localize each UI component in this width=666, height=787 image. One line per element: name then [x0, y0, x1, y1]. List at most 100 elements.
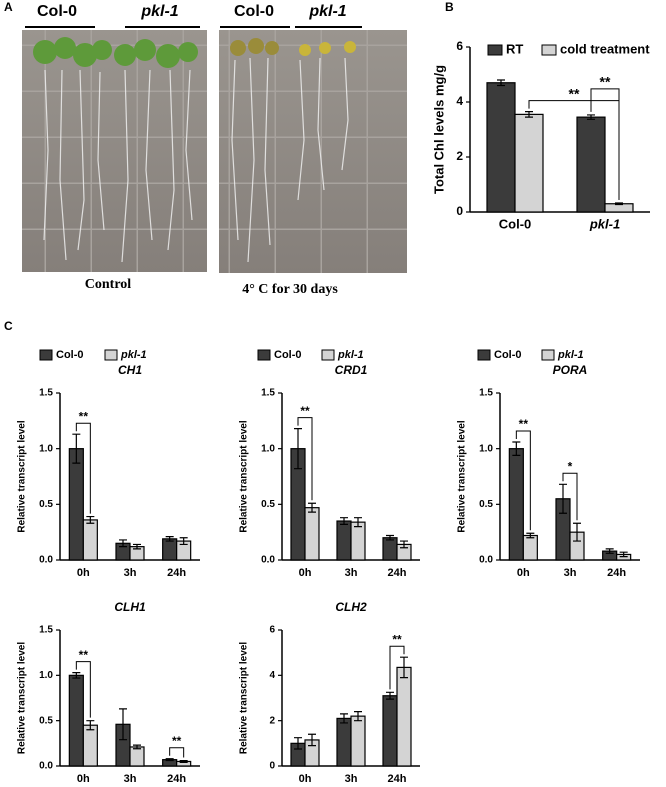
significance-label: ** — [569, 85, 580, 101]
bar — [576, 116, 606, 213]
x-tick-label: Col-0 — [499, 216, 532, 231]
chart-title: CLH2 — [335, 600, 367, 614]
error-bar — [308, 733, 316, 747]
bar — [382, 695, 398, 767]
error-bar — [354, 711, 362, 722]
significance-label: ** — [79, 648, 89, 662]
significance-label: ** — [600, 74, 611, 90]
bar — [382, 537, 398, 561]
bar — [508, 448, 524, 561]
legend-label: pkl-1 — [120, 349, 147, 361]
legend-label: Col-0 — [494, 349, 522, 361]
x-tick-label: 24h — [607, 567, 626, 579]
legend-label: RT — [506, 41, 523, 56]
error-bar — [72, 672, 81, 679]
error-bar — [294, 737, 302, 750]
y-tick-label: 1.0 — [39, 443, 53, 454]
significance-bracket — [515, 430, 531, 531]
significance-bracket — [169, 747, 185, 758]
error-bar — [119, 708, 127, 741]
error-bar — [386, 534, 394, 541]
error-bar — [605, 548, 614, 554]
y-tick-label: 2 — [269, 715, 275, 726]
x-tick-label: 3h — [124, 567, 137, 579]
panel-label: A — [4, 0, 13, 14]
y-tick-label: 0.0 — [479, 555, 493, 566]
y-tick-label: 1.5 — [39, 625, 53, 636]
significance-label: ** — [519, 417, 529, 431]
y-axis-label: Relative transcript level — [457, 420, 468, 532]
error-bar — [400, 540, 408, 549]
y-tick-label: 0.5 — [261, 499, 275, 510]
chart-title: CRD1 — [335, 363, 368, 377]
x-tick-label: 3h — [124, 773, 137, 785]
x-tick-label: 24h — [388, 567, 407, 579]
y-tick-label: 1.5 — [261, 388, 275, 399]
bar — [68, 674, 84, 767]
significance-bracket — [562, 472, 578, 521]
photo-column-label: Col-0 — [37, 3, 77, 20]
error-bar — [619, 551, 628, 558]
bar — [514, 113, 544, 213]
significance-label: ** — [79, 409, 89, 423]
y-tick-label: 4 — [269, 670, 275, 681]
bar — [486, 82, 516, 213]
error-bar — [340, 517, 348, 525]
bar — [350, 521, 366, 561]
y-tick-label: 0.0 — [261, 555, 275, 566]
y-tick-label: 1.0 — [39, 670, 53, 681]
bar — [304, 507, 320, 561]
legend-label: pkl-1 — [337, 349, 364, 361]
x-tick-label: 0h — [299, 773, 312, 785]
error-bar — [559, 483, 567, 514]
y-tick-label: 6 — [456, 39, 463, 53]
legend-swatch — [487, 44, 503, 56]
bar — [68, 448, 84, 561]
legend-swatch — [541, 349, 555, 361]
x-tick-label: 0h — [299, 567, 312, 579]
error-bar — [573, 522, 581, 542]
chart-title: CLH1 — [114, 600, 146, 614]
y-axis-label: Relative transcript level — [17, 420, 28, 532]
bar — [82, 724, 98, 767]
error-bar — [354, 517, 362, 528]
x-tick-label: 0h — [517, 567, 530, 579]
error-bar — [179, 759, 188, 763]
y-tick-label: 1.5 — [39, 388, 53, 399]
error-bar — [133, 744, 141, 750]
legend-swatch — [477, 349, 491, 361]
significance-label: ** — [392, 632, 402, 646]
x-tick-label: pkl-1 — [589, 216, 620, 231]
legend-label: Col-0 — [274, 349, 302, 361]
error-bar — [72, 433, 81, 464]
error-bar — [86, 515, 95, 524]
bar — [336, 717, 352, 767]
bar — [396, 666, 412, 767]
x-tick-label: 24h — [167, 773, 186, 785]
error-bar — [386, 691, 394, 700]
bar — [82, 519, 98, 561]
bar — [336, 520, 352, 561]
x-tick-label: 24h — [388, 773, 407, 785]
legend-label: Col-0 — [56, 349, 84, 361]
error-bar — [615, 202, 623, 206]
chart-title: PORA — [553, 363, 588, 377]
significance-label: ** — [172, 734, 182, 748]
y-tick-label: 1.5 — [479, 388, 493, 399]
significance-bracket — [389, 645, 405, 690]
y-tick-label: 0 — [456, 204, 463, 218]
y-tick-label: 0.0 — [39, 761, 53, 772]
photo-control — [22, 30, 207, 272]
x-tick-label: 3h — [345, 567, 358, 579]
error-bar — [497, 79, 505, 87]
error-bar — [526, 532, 535, 539]
y-tick-label: 4 — [456, 94, 463, 108]
error-bar — [512, 441, 521, 456]
y-axis-label: Relative transcript level — [239, 420, 250, 532]
error-bar — [165, 758, 174, 762]
significance-bracket — [75, 661, 91, 718]
photo-column-label: pkl-1 — [140, 3, 178, 20]
legend-swatch — [321, 349, 335, 361]
error-bar — [119, 539, 127, 548]
photo-caption: 4° C for 30 days — [242, 282, 338, 297]
